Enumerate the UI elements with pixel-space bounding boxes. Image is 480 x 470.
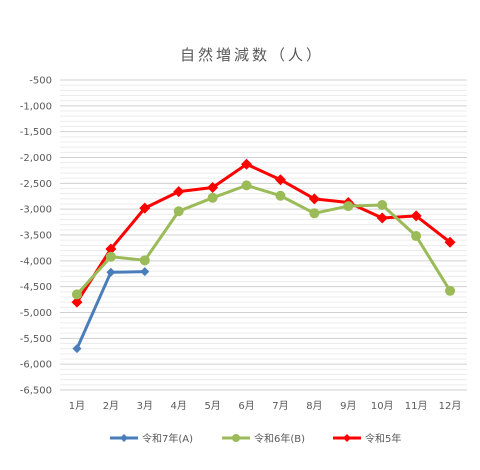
legend-item: 令和7年(A): [110, 432, 193, 445]
x-tick-label: 8月: [306, 400, 322, 412]
y-tick-label: -5,000: [20, 308, 52, 319]
data-point: [139, 255, 150, 266]
data-point: [376, 212, 388, 224]
legend-marker: [120, 434, 128, 442]
x-tick-label: 5月: [204, 400, 220, 412]
y-tick-label: -3,500: [20, 231, 52, 242]
y-tick-label: -4,000: [20, 256, 52, 267]
data-point: [72, 344, 82, 354]
y-tick-label: -4,500: [20, 282, 52, 293]
data-point: [241, 180, 252, 191]
series-line: [75, 162, 452, 304]
data-point: [377, 200, 388, 211]
x-axis: 1月 2月 3月 4月 5月 6月 7月 8月 9月 10月 11月 12月: [69, 400, 462, 412]
data-point: [308, 193, 320, 205]
series-3: [71, 158, 456, 308]
data-point: [173, 206, 184, 217]
data-point: [71, 296, 83, 308]
data-point: [105, 251, 116, 262]
x-tick-label: 1月: [69, 400, 85, 412]
data-point: [207, 181, 219, 193]
y-axis: -500 -1,000 -1,500 -2,000 -2,500 -3,000 -3,500…: [20, 76, 52, 397]
legend-item: 令和5年: [333, 432, 401, 445]
data-point: [241, 158, 253, 170]
legend-marker: [232, 434, 240, 442]
y-tick-label: -2,500: [20, 179, 52, 190]
legend-label: 令和6年(B): [254, 432, 305, 445]
data-point: [445, 285, 456, 296]
y-tick-label: -2,000: [20, 153, 52, 164]
x-tick-label: 3月: [137, 400, 153, 412]
legend: 令和7年(A) 令和6年(B) 令和5年: [110, 432, 401, 445]
data-point: [274, 174, 286, 186]
y-tick-label: -3,000: [20, 205, 52, 216]
y-tick-label: -6,000: [20, 360, 52, 371]
x-tick-label: 9月: [340, 400, 356, 412]
series-1: [72, 267, 150, 354]
series-layer: [71, 158, 456, 354]
data-point: [343, 201, 354, 212]
y-tick-label: -1,000: [20, 101, 52, 112]
data-point: [173, 186, 185, 198]
y-tick-label: -500: [29, 76, 52, 87]
data-point: [71, 289, 82, 300]
x-tick-label: 10月: [371, 400, 394, 412]
data-point: [207, 192, 218, 203]
series-2: [71, 180, 456, 300]
y-tick-label: -1,500: [20, 127, 52, 138]
grid-layer: [60, 79, 467, 391]
data-point: [444, 236, 456, 248]
x-tick-label: 11月: [405, 400, 428, 412]
y-tick-label: -6,500: [20, 386, 52, 397]
data-point: [140, 267, 150, 277]
x-tick-label: 12月: [439, 400, 462, 412]
legend-label: 令和5年: [365, 432, 401, 445]
legend-marker: [343, 434, 351, 442]
data-point: [309, 208, 320, 219]
data-point: [139, 202, 151, 214]
legend-item: 令和6年(B): [222, 432, 305, 445]
series-line: [75, 183, 452, 296]
data-point: [411, 231, 422, 242]
x-tick-label: 7月: [272, 400, 288, 412]
y-tick-label: -5,500: [20, 334, 52, 345]
x-tick-label: 4月: [171, 400, 187, 412]
data-point: [410, 210, 422, 222]
data-point: [105, 243, 117, 255]
data-point: [106, 267, 116, 277]
chart-title: 自然増減数（人）: [180, 46, 324, 64]
legend-label: 令和7年(A): [142, 432, 193, 445]
data-point: [275, 190, 286, 201]
x-tick-label: 6月: [238, 400, 254, 412]
x-tick-label: 2月: [103, 400, 119, 412]
